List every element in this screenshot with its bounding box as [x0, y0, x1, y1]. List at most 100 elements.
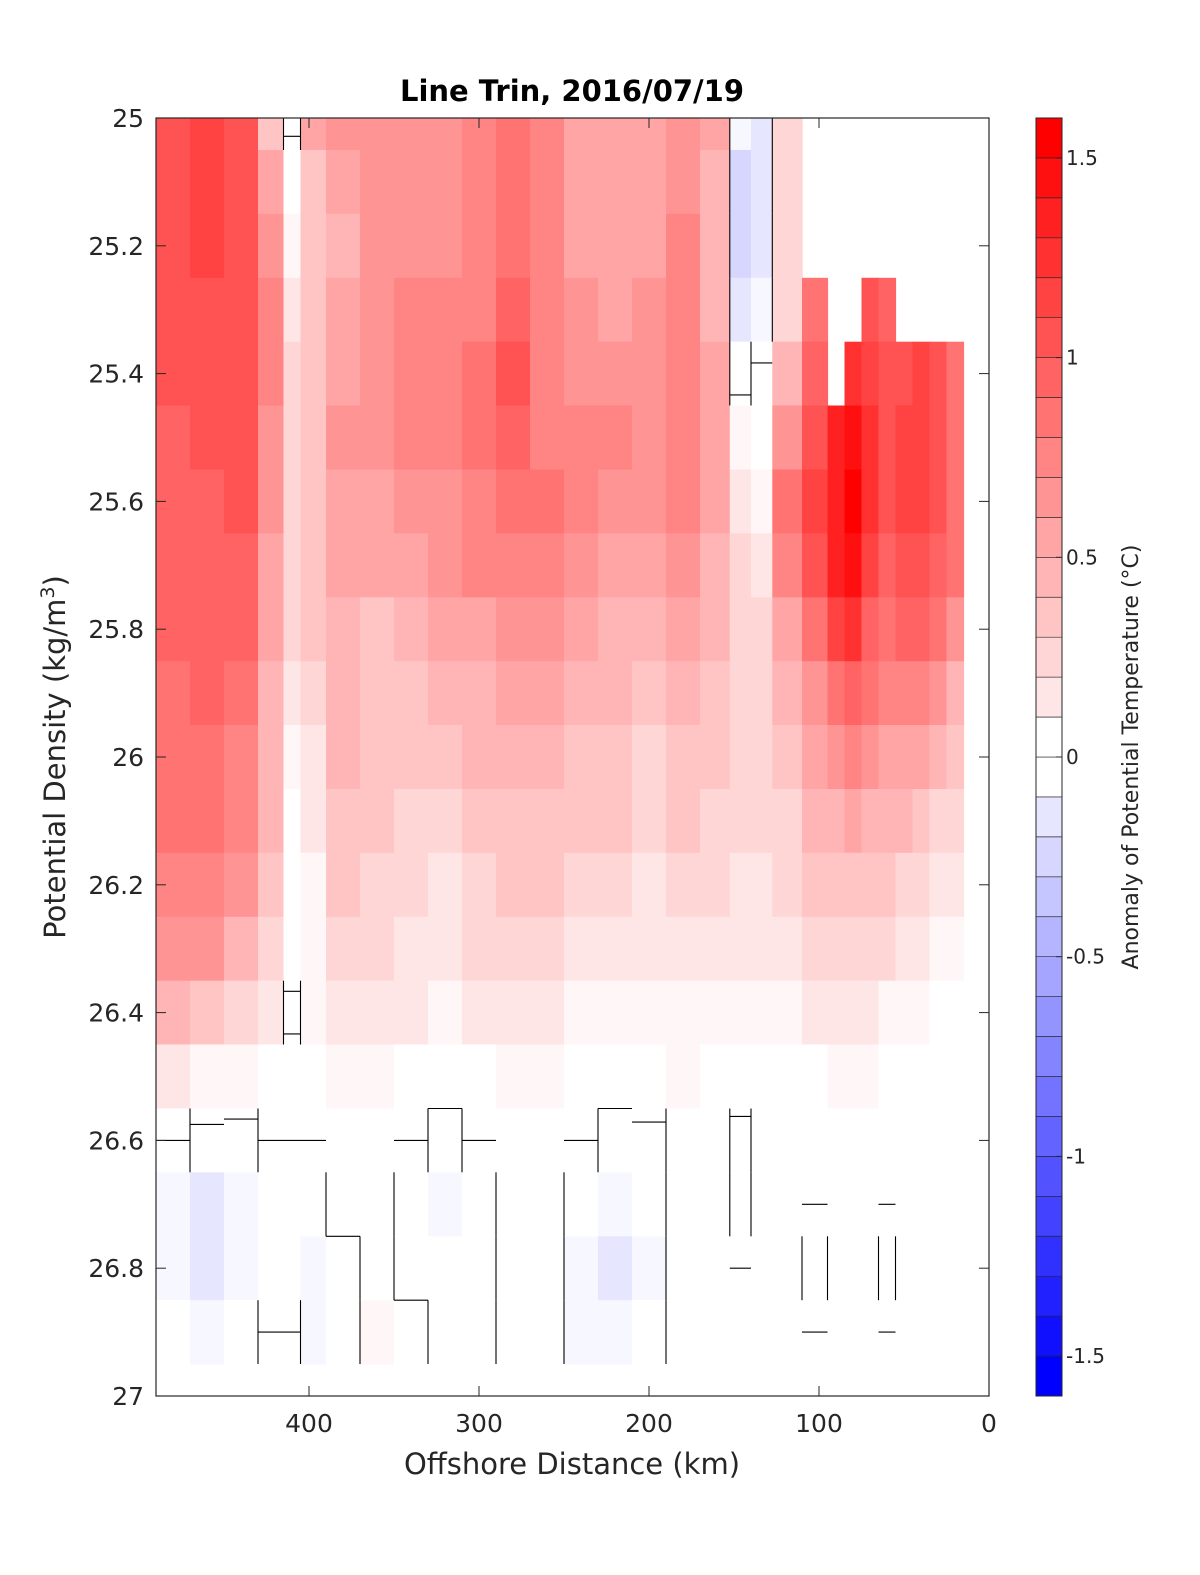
heatmap-cell [428, 1108, 463, 1173]
heatmap-cell [700, 341, 731, 407]
heatmap-cell [360, 150, 395, 215]
heatmap-cell [156, 277, 191, 343]
heatmap-cell [283, 980, 302, 1046]
heatmap-cell [666, 213, 701, 279]
heatmap-cell [632, 341, 667, 407]
heatmap-cell [530, 597, 565, 662]
heatmap-cell [258, 341, 285, 407]
heatmap-cell [844, 725, 863, 790]
heatmap-cell [912, 916, 931, 982]
colorbar-tick-label: -1 [1066, 1144, 1086, 1168]
colorbar-band [1035, 876, 1063, 917]
heatmap-cell [530, 533, 565, 598]
heatmap-cell [666, 789, 701, 854]
heatmap-cell [428, 789, 463, 854]
heatmap-cell [190, 1044, 225, 1109]
heatmap-cell [929, 916, 948, 982]
heatmap-cell [946, 405, 965, 470]
heatmap-cell [283, 661, 302, 726]
heatmap-cell [258, 533, 285, 598]
heatmap-cell [827, 725, 846, 790]
heatmap-cell [300, 597, 327, 662]
heatmap-cell [428, 725, 463, 790]
heatmap-cell [326, 341, 361, 407]
heatmap-cell [802, 661, 829, 726]
heatmap-cell [360, 277, 395, 343]
heatmap-cell [283, 916, 302, 982]
heatmap-cell [946, 1300, 965, 1365]
heatmap-cell [861, 1108, 880, 1173]
y-tick-label: 26.2 [88, 871, 144, 900]
heatmap-cell [224, 916, 259, 982]
heatmap-cell [666, 661, 701, 726]
heatmap-cell [895, 916, 914, 982]
heatmap-cell [772, 150, 803, 215]
heatmap-cell [360, 1300, 395, 1365]
heatmap-cell [258, 789, 285, 854]
heatmap-cell [283, 341, 302, 407]
heatmap-cell [360, 341, 395, 407]
heatmap-cell [428, 597, 463, 662]
heatmap-cell [666, 1300, 701, 1365]
heatmap-cell [598, 1108, 633, 1173]
heatmap-cell [598, 789, 633, 854]
heatmap-cell [632, 1236, 667, 1301]
heatmap-cell [496, 150, 531, 215]
heatmap-cell [564, 1236, 599, 1301]
heatmap-cell [929, 725, 948, 790]
heatmap-cell [929, 341, 948, 407]
heatmap-cell [772, 980, 803, 1046]
heatmap-cell [300, 1172, 327, 1237]
heatmap-cell [496, 1172, 531, 1237]
colorbar-band [1035, 397, 1063, 438]
colorbar-tick-label: -1.5 [1066, 1344, 1105, 1368]
heatmap-cell [300, 405, 327, 470]
y-tick-label: 25.4 [88, 360, 144, 389]
heatmap-cell [258, 661, 285, 726]
heatmap-cell [530, 916, 565, 982]
zero-contour-lines [156, 118, 897, 1364]
heatmap-cell [751, 916, 773, 982]
heatmap-cell [912, 1236, 931, 1301]
heatmap-cell [360, 469, 395, 534]
heatmap-cell [326, 533, 361, 598]
heatmap-cell [326, 661, 361, 726]
heatmap-cell [929, 1044, 948, 1109]
heatmap-cell [190, 852, 225, 918]
heatmap-cell [300, 533, 327, 598]
heatmap-cell [827, 661, 846, 726]
heatmap-cell [598, 1044, 633, 1109]
heatmap-cell [428, 118, 463, 151]
y-axis-label: Potential Density (kg/m3) [37, 575, 72, 939]
heatmap-cell [666, 725, 701, 790]
colorbar-band [1035, 756, 1063, 798]
heatmap-cell [632, 469, 667, 534]
heatmap-cell [844, 1300, 863, 1365]
heatmap-cell [300, 980, 327, 1046]
heatmap-cell [729, 213, 752, 279]
heatmap-cell [751, 661, 773, 726]
colorbar-band [1035, 1076, 1063, 1117]
colorbar-band [1035, 956, 1063, 997]
heatmap-cell [190, 725, 225, 790]
heatmap-cell [802, 852, 829, 918]
heatmap-cell [462, 213, 497, 279]
heatmap-cell [632, 661, 667, 726]
heatmap-cell [729, 533, 752, 598]
heatmap-cell [861, 1172, 880, 1237]
heatmap-cell [929, 661, 948, 726]
heatmap-cell [190, 916, 225, 982]
heatmap-cell [326, 725, 361, 790]
heatmap-cell [946, 916, 965, 982]
heatmap-cell [156, 118, 191, 151]
heatmap-cell [598, 118, 633, 151]
heatmap-cell [772, 1300, 803, 1365]
heatmap-cell [729, 789, 752, 854]
heatmap-cell [360, 597, 395, 662]
heatmap-cell [895, 789, 914, 854]
x-tick-label: 100 [795, 1409, 843, 1438]
heatmap-cell [878, 852, 897, 918]
heatmap-cell [428, 277, 463, 343]
y-axis-ticks: 25 25.2 25.4 25.6 25.8 26 26.2 26.4 26.6 26.8 27 [88, 104, 989, 1411]
heatmap-cell [394, 980, 429, 1046]
